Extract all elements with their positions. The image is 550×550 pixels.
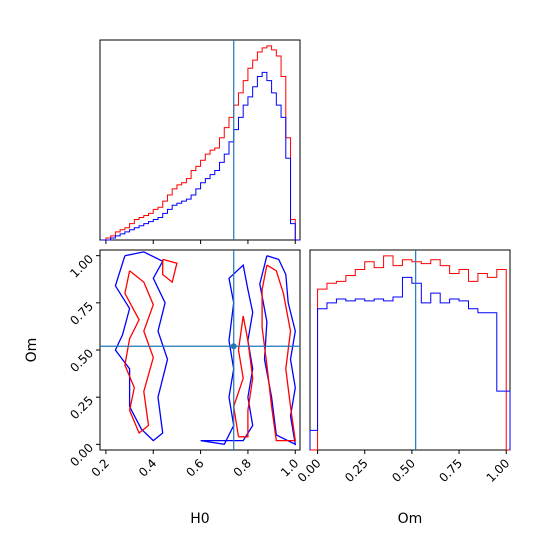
contour-frame	[99, 249, 301, 451]
om-histogram-layer	[309, 250, 511, 451]
om-histogram-x-tick-label: 0.00	[295, 456, 324, 485]
contour-y-tick-label: 0.75	[67, 299, 96, 328]
om-axis-label: Om	[24, 338, 40, 363]
contour-y-tick-label: 1.00	[67, 252, 96, 281]
om-histogram-series-1	[309, 276, 511, 450]
om-histogram-x-tick-label: 0.50	[389, 456, 418, 485]
h0-histogram-series-0	[101, 45, 300, 241]
h0-marginal-panel	[99, 39, 301, 244]
contour-line-1-3	[261, 264, 297, 442]
contour-line-0-0	[114, 251, 169, 442]
contour-x-tick-label: 0.6	[183, 456, 206, 479]
contour-line-1-2	[233, 315, 254, 438]
contour-x-tick-label: 0.8	[231, 456, 254, 479]
contour-y-tick-label: 0.50	[67, 346, 96, 375]
om-histogram-x-tick-label: 0.75	[436, 456, 465, 485]
contour-layer	[100, 250, 300, 450]
om-histogram-x-tick-label: 1.00	[484, 456, 513, 485]
contour-line-0-1	[200, 263, 254, 446]
om-histogram-frame	[309, 249, 511, 451]
contour-line-0-2	[259, 255, 297, 446]
h0-histogram-x-ticks	[105, 240, 296, 244]
contour-x-tick-label: 0.2	[89, 456, 112, 479]
h0-axis-label: H0	[190, 511, 209, 527]
h0-om-contour-panel: 0.2 0.4 0.6 0.8 1.0 0.000.250.500.751.00 H0 …	[24, 249, 301, 527]
contour-line-1-0	[124, 270, 154, 435]
om-histogram-x-ticks: 0.00 0.25 0.50 0.75 1.00	[295, 450, 512, 485]
contour-truth-point	[230, 343, 237, 350]
contour-x-ticks: 0.2 0.4 0.6 0.8 1.0	[89, 450, 301, 480]
om-histogram-series-0	[310, 255, 510, 451]
contour-x-tick-label: 0.4	[136, 456, 159, 479]
contour-y-tick-label: 0.00	[67, 441, 96, 470]
om-histogram-x-tick-label: 0.25	[342, 456, 371, 485]
om-marginal-panel: 0.00 0.25 0.50 0.75 1.00 Om	[295, 249, 512, 527]
h0-histogram-series-1	[101, 71, 300, 241]
contour-line-1-1	[162, 258, 178, 284]
contour-y-tick-label: 0.25	[67, 393, 96, 422]
om-histogram-axis-label: Om	[398, 511, 423, 527]
contour-y-ticks: 0.00 0.25 0.50 0.75 1.00	[67, 252, 100, 469]
h0-histogram-layer	[101, 40, 300, 241]
h0-histogram-frame	[99, 39, 301, 241]
